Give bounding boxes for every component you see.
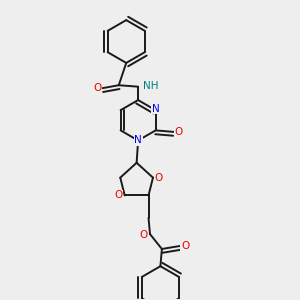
Text: NH: NH (143, 81, 159, 91)
Text: O: O (155, 172, 163, 183)
Text: O: O (181, 241, 189, 251)
Text: O: O (93, 83, 101, 93)
Text: N: N (134, 136, 142, 146)
Text: O: O (139, 230, 148, 240)
Text: O: O (175, 127, 183, 137)
Text: N: N (152, 104, 160, 114)
Text: O: O (115, 190, 123, 200)
